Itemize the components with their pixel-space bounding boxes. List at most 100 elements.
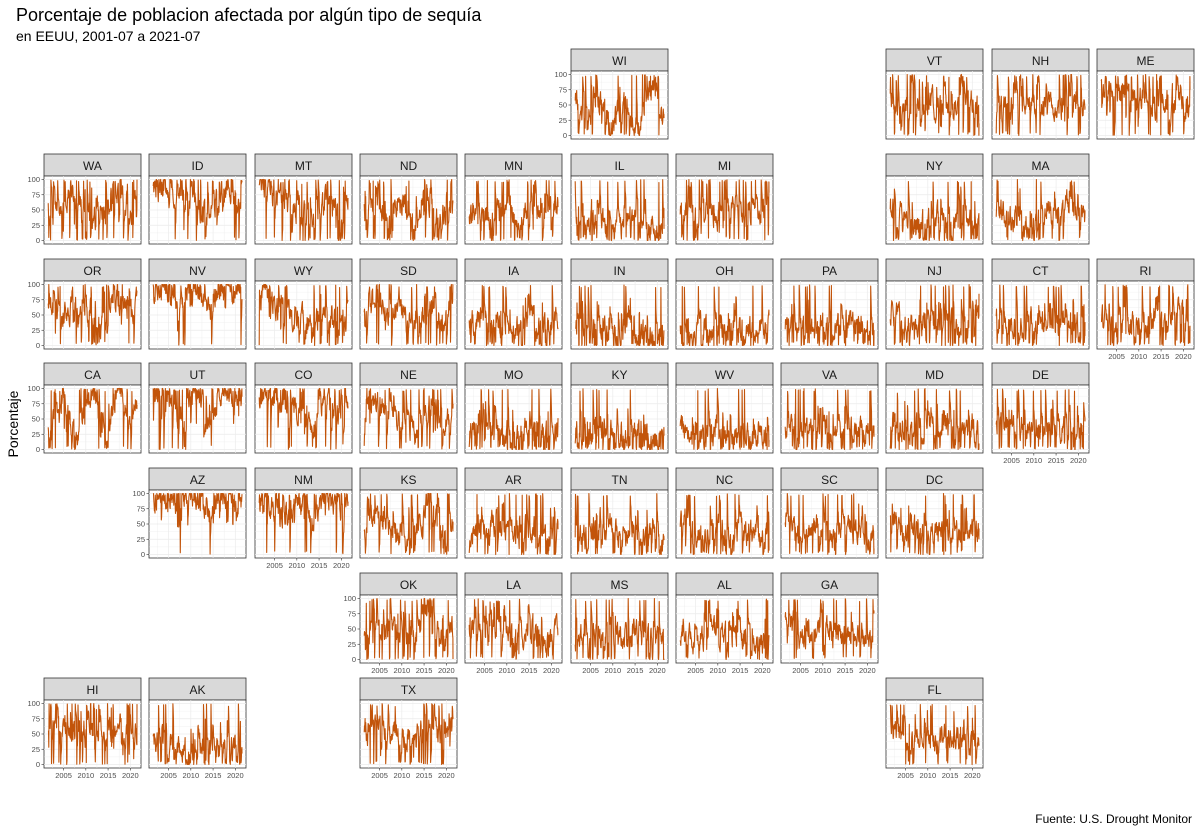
facet-or: OR 0 25 50 75 100 (27, 258, 142, 350)
x-tick-label: 2005 (1003, 456, 1020, 465)
y-tick-label: 100 (132, 489, 145, 498)
y-tick-label: 25 (559, 116, 567, 125)
facet-label: WV (715, 368, 734, 382)
series-line (468, 388, 559, 451)
facet-label: TN (612, 473, 628, 487)
y-tick-label: 25 (32, 430, 40, 439)
series-line (258, 492, 349, 555)
facet-nc: NC (675, 467, 774, 559)
x-tick-label: 2020 (122, 771, 139, 780)
y-tick-label: 100 (27, 280, 40, 289)
x-tick-label: 2005 (687, 666, 704, 675)
facet-ms: MS 2005 2010 2015 2020 (570, 572, 669, 675)
facet-label: CO (295, 368, 313, 382)
facet-ca: CA 0 25 50 75 100 (27, 362, 142, 454)
y-axis-label: Porcentaje (5, 390, 21, 457)
facet-label: FL (927, 683, 941, 697)
series-line (995, 284, 1086, 347)
y-tick-label: 50 (559, 101, 567, 110)
x-tick-label: 2010 (393, 771, 410, 780)
series-line (47, 283, 138, 346)
y-tick-label: 50 (137, 520, 145, 529)
x-tick-label: 2005 (160, 771, 177, 780)
facet-label: ID (192, 159, 204, 173)
facet-label: ND (400, 159, 418, 173)
y-tick-label: 25 (32, 326, 40, 335)
y-tick-label: 0 (36, 341, 40, 350)
x-tick-label: 2015 (942, 771, 959, 780)
x-tick-label: 2020 (1175, 352, 1192, 361)
series-line (1100, 284, 1191, 347)
series-line (889, 703, 980, 766)
x-tick-label: 2015 (1048, 456, 1065, 465)
facet-ok: OK 0 25 50 75 100 2005 2010 2015 2020 (343, 572, 458, 675)
facet-mi: MI (675, 153, 774, 245)
x-tick-label: 2010 (77, 771, 94, 780)
facet-label: OR (84, 264, 102, 278)
x-tick-label: 2010 (182, 771, 199, 780)
x-tick-label: 2005 (897, 771, 914, 780)
series-line (574, 284, 665, 347)
series-line (47, 702, 138, 765)
x-tick-label: 2005 (371, 666, 388, 675)
x-tick-label: 2010 (393, 666, 410, 675)
x-tick-label: 2010 (814, 666, 831, 675)
facet-label: SD (400, 264, 417, 278)
facet-ga: GA 2005 2010 2015 2020 (780, 572, 879, 675)
series-line (995, 179, 1086, 242)
facet-label: IN (614, 264, 626, 278)
x-tick-label: 2020 (227, 771, 244, 780)
x-tick-label: 2005 (266, 561, 283, 570)
facet-label: NV (189, 264, 206, 278)
facet-label: AR (505, 473, 522, 487)
facet-ri: RI 2005 2010 2015 2020 (1096, 258, 1195, 361)
y-tick-label: 100 (27, 175, 40, 184)
facet-label: GA (821, 578, 838, 592)
facet-wa: WA 0 25 50 75 100 (27, 153, 142, 245)
y-tick-label: 25 (348, 640, 356, 649)
facet-ne: NE (359, 362, 458, 454)
facet-label: WA (83, 159, 102, 173)
facet-mo: MO (464, 362, 563, 454)
facet-label: KS (400, 473, 416, 487)
facet-nd: ND (359, 153, 458, 245)
x-tick-label: 2015 (205, 771, 222, 780)
facet-fl: FL 2005 2010 2015 2020 (885, 677, 984, 780)
series-line (679, 179, 770, 241)
series-line (258, 387, 349, 450)
series-line (784, 493, 875, 556)
series-line (152, 387, 243, 450)
y-tick-label: 0 (352, 655, 356, 664)
facet-al: AL 2005 2010 2015 2020 (675, 572, 774, 675)
series-line (574, 493, 665, 556)
series-line (363, 597, 454, 661)
y-tick-label: 0 (563, 131, 567, 140)
y-tick-label: 50 (32, 311, 40, 320)
facet-ut: UT (148, 362, 247, 454)
series-line (152, 283, 243, 346)
facet-wy: WY (254, 258, 353, 350)
facet-label: KY (611, 368, 627, 382)
x-tick-label: 2015 (732, 666, 749, 675)
x-tick-label: 2020 (859, 666, 876, 675)
facet-label: OH (716, 264, 734, 278)
y-tick-label: 25 (137, 535, 145, 544)
y-tick-label: 0 (141, 550, 145, 559)
y-tick-label: 100 (27, 384, 40, 393)
y-tick-label: 100 (27, 699, 40, 708)
facet-label: AZ (190, 473, 205, 487)
x-tick-label: 2020 (333, 561, 350, 570)
series-line (574, 388, 665, 451)
series-line (679, 598, 770, 661)
series-line (679, 388, 770, 451)
facet-label: UT (190, 368, 207, 382)
series-line (784, 598, 875, 659)
y-tick-label: 0 (36, 760, 40, 769)
y-tick-label: 0 (36, 445, 40, 454)
y-tick-label: 25 (32, 745, 40, 754)
facet-pa: PA (780, 258, 879, 350)
facet-oh: OH (675, 258, 774, 350)
y-tick-label: 100 (554, 70, 567, 79)
x-tick-label: 2005 (1108, 352, 1125, 361)
x-tick-label: 2015 (416, 666, 433, 675)
